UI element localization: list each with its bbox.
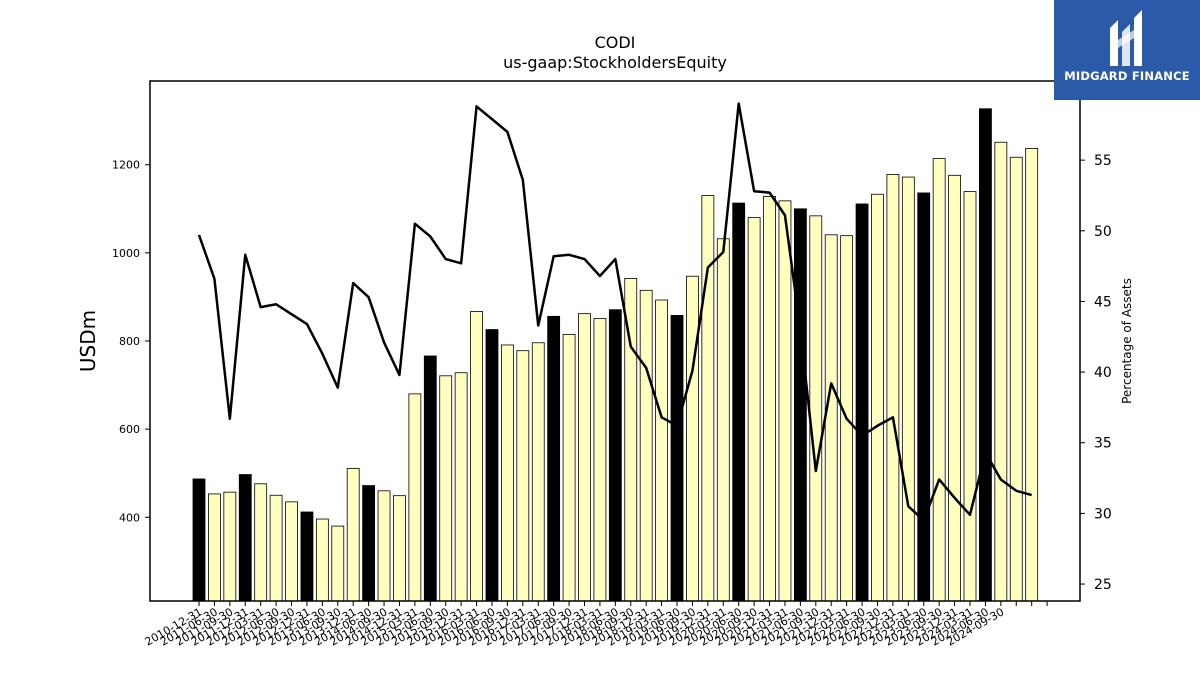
bar xyxy=(1025,148,1039,602)
y-axis-label: USDm xyxy=(76,310,100,372)
bar xyxy=(948,174,961,602)
y2-tick-label: 50 xyxy=(1094,224,1112,240)
bar-series xyxy=(192,108,1039,602)
y2-tick-label: 25 xyxy=(1094,577,1112,593)
bar xyxy=(793,208,807,602)
bar xyxy=(763,196,776,602)
y-tick-label: 1200 xyxy=(112,159,140,172)
bar xyxy=(331,525,345,602)
bar xyxy=(932,158,946,602)
bar xyxy=(393,495,406,602)
bar xyxy=(716,238,730,602)
bar xyxy=(208,493,221,602)
y-tick-label: 800 xyxy=(119,335,140,348)
y2-tick-label: 30 xyxy=(1094,506,1112,522)
bar xyxy=(300,511,314,602)
brand-logo: MIDGARD FINANCE xyxy=(1054,0,1200,100)
bar xyxy=(362,485,376,602)
bar xyxy=(655,299,668,602)
bar xyxy=(531,342,545,602)
bar xyxy=(470,311,483,602)
y-tick-label: 1000 xyxy=(112,247,140,260)
bar xyxy=(824,234,838,602)
bar xyxy=(994,141,1008,602)
bar xyxy=(223,491,237,602)
bar xyxy=(670,315,684,602)
bar xyxy=(747,217,761,602)
right-axis: 25 30 35 40 45 50 55 xyxy=(1080,153,1112,593)
bar xyxy=(254,483,268,602)
brand-name: MIDGARD FINANCE xyxy=(1064,69,1190,83)
bar xyxy=(500,344,514,602)
bar xyxy=(516,350,530,602)
bar xyxy=(732,202,746,602)
y2-tick-label: 40 xyxy=(1094,365,1112,381)
bar xyxy=(346,467,360,602)
bar xyxy=(238,474,252,602)
x-axis: 2010-12-312011-06-302011-09-302011-12-31… xyxy=(143,601,1048,649)
chart-title: CODI xyxy=(595,33,636,52)
bar xyxy=(269,494,283,602)
bar xyxy=(686,275,699,602)
y-tick-label: 400 xyxy=(119,511,140,524)
bar xyxy=(886,174,900,602)
bar xyxy=(377,490,391,602)
y2-tick-label: 35 xyxy=(1094,436,1112,452)
bar xyxy=(809,215,823,602)
bar xyxy=(562,333,576,602)
left-axis: 400 600 800 1000 1200 xyxy=(112,159,150,524)
bar xyxy=(423,355,437,602)
bar xyxy=(901,176,915,602)
bar xyxy=(454,372,468,602)
y-tick-label: 600 xyxy=(119,423,140,436)
bar xyxy=(917,192,931,602)
chart-subtitle: us-gaap:StockholdersEquity xyxy=(503,53,727,72)
line-series xyxy=(197,102,1033,522)
bar xyxy=(979,108,992,602)
y2-axis-label: Percentage of Assets xyxy=(1120,278,1134,404)
bar xyxy=(701,195,715,602)
bar xyxy=(485,329,499,602)
bar xyxy=(963,191,977,602)
bar xyxy=(578,313,591,602)
bar xyxy=(285,501,298,602)
bar xyxy=(192,478,206,602)
bar xyxy=(855,203,869,602)
bar xyxy=(639,289,653,602)
bar xyxy=(1009,156,1023,602)
bar xyxy=(778,200,792,602)
bar xyxy=(439,375,453,602)
bar xyxy=(315,518,329,602)
bar xyxy=(608,309,622,602)
midgard-logo-icon xyxy=(1110,10,1142,66)
percentage-line xyxy=(197,102,1033,522)
bar xyxy=(871,193,884,602)
y2-tick-label: 55 xyxy=(1094,153,1112,169)
bar xyxy=(593,318,607,602)
y2-tick-label: 45 xyxy=(1094,294,1112,310)
bar xyxy=(547,315,561,602)
bar xyxy=(408,393,422,602)
